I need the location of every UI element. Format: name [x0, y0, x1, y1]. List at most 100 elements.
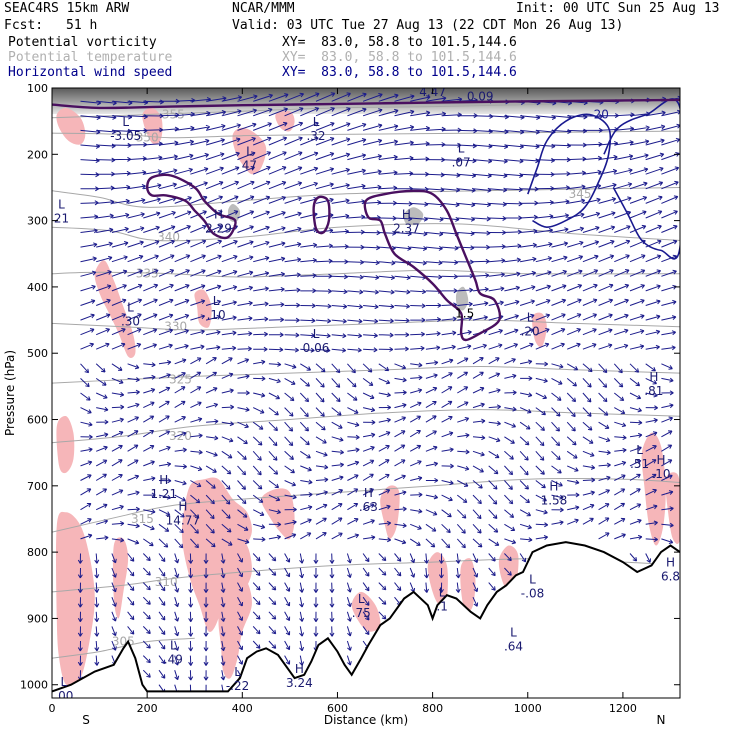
wind-vector — [253, 210, 270, 219]
wind-vector — [143, 538, 154, 547]
wind-vector — [598, 378, 608, 388]
wind-vector — [315, 490, 328, 496]
extremum-high-marker: H — [656, 453, 665, 467]
wind-vector — [394, 523, 407, 528]
wind-vector — [535, 299, 551, 306]
wind-vector — [284, 363, 297, 369]
wind-vector — [347, 392, 358, 401]
wind-vector — [347, 229, 365, 235]
wind-vector — [143, 362, 156, 368]
wind-vector — [127, 567, 135, 577]
wind-vector — [142, 669, 151, 678]
wind-vector — [614, 168, 633, 175]
wind-vector — [629, 224, 647, 233]
wind-vector — [284, 626, 291, 636]
wind-vector — [441, 386, 453, 394]
extremum-low-marker: L — [439, 586, 446, 600]
theta-contour — [52, 409, 680, 444]
wind-vector — [158, 269, 175, 277]
extremum-value-label: .00 — [54, 689, 73, 703]
wind-vector — [661, 137, 680, 146]
wind-vector — [661, 474, 673, 481]
wind-vector — [174, 210, 192, 219]
wind-vector — [190, 269, 206, 277]
wind-vector — [158, 168, 178, 175]
wind-vector — [614, 182, 633, 190]
wind-vector — [394, 430, 406, 438]
wind-vector — [472, 301, 489, 306]
wind-vector — [190, 195, 208, 204]
extremum-value-label: .07 — [452, 155, 471, 169]
wind-vector — [142, 640, 151, 649]
wind-vector — [409, 401, 422, 409]
wind-vector — [158, 254, 175, 263]
wind-vector — [582, 283, 598, 292]
wind-vector — [472, 582, 479, 593]
wind-vector — [96, 432, 109, 438]
wind-vector — [253, 93, 273, 102]
wind-vector — [362, 611, 370, 621]
wind-vector — [378, 289, 395, 295]
wind-vector — [80, 378, 90, 388]
wind-vector — [221, 239, 238, 248]
theta-contour-label: 310 — [155, 575, 178, 589]
wind-vector — [111, 241, 129, 248]
wind-vector — [410, 260, 427, 266]
extremum-low-marker: L — [58, 198, 65, 212]
wind-vector — [629, 167, 649, 175]
wind-vector — [237, 611, 243, 622]
pv-contour — [145, 173, 237, 240]
wind-vector — [174, 463, 187, 469]
wind-vector — [237, 494, 247, 505]
wind-vector — [346, 567, 352, 578]
wind-vector — [127, 363, 140, 370]
wind-vector — [205, 538, 216, 548]
wind-vector — [362, 377, 374, 386]
wind-vector — [300, 303, 316, 309]
wind-vector — [252, 640, 261, 649]
wind-vector — [253, 180, 271, 190]
y-tick-label: 100 — [27, 82, 48, 95]
wind-vector — [205, 181, 224, 190]
wind-vector — [268, 421, 278, 432]
wind-vector — [268, 332, 284, 338]
wind-vector — [535, 494, 547, 502]
wind-vector — [378, 363, 390, 372]
wind-vector — [190, 138, 210, 146]
x-tick-label: 400 — [232, 702, 253, 715]
wind-vector — [96, 328, 110, 336]
wind-vector — [284, 92, 304, 102]
wind-vector — [598, 475, 611, 481]
wind-vector — [394, 201, 413, 207]
wind-vector — [237, 331, 253, 337]
wind-vector — [472, 187, 492, 193]
wind-vector — [174, 553, 180, 564]
wind-vector — [143, 523, 155, 531]
wind-vector — [629, 139, 650, 146]
theta-contour-label: 325 — [169, 373, 192, 387]
wind-vector — [457, 245, 475, 251]
wind-vector — [221, 254, 238, 263]
extremum-low-marker: L — [510, 625, 517, 639]
wind-vector — [551, 269, 567, 277]
wind-vector — [394, 245, 412, 251]
wind-vector — [582, 450, 595, 457]
wind-vector — [190, 254, 206, 263]
wind-vector — [203, 670, 209, 681]
wind-vector — [425, 260, 443, 266]
wind-vector — [300, 136, 319, 146]
wind-vector — [268, 521, 282, 527]
wind-vector — [127, 298, 143, 306]
wind-vector — [188, 670, 194, 681]
wind-vector — [158, 196, 177, 204]
wind-vector — [551, 227, 569, 233]
wind-vector — [378, 377, 391, 385]
wind-vector — [158, 494, 172, 500]
wind-vector — [94, 567, 100, 579]
wind-vector — [629, 181, 648, 190]
wind-vector — [614, 298, 629, 306]
wind-vector — [143, 430, 155, 438]
wind-vector — [425, 274, 443, 280]
wind-vector — [394, 109, 415, 117]
wind-vector — [363, 347, 378, 353]
